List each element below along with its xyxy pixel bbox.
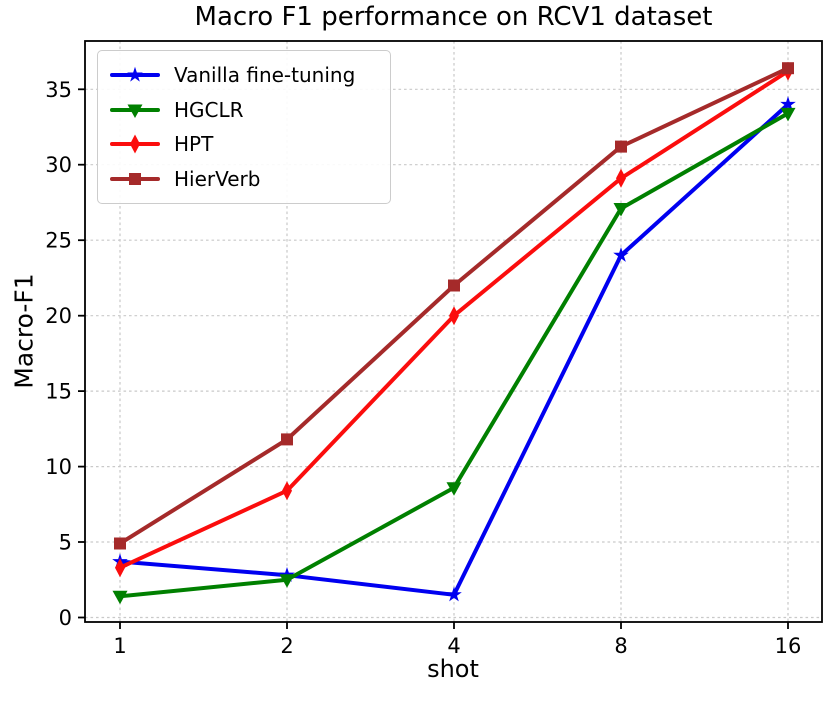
legend-item-hpt: HPT xyxy=(109,129,380,159)
hierverb-square-marker xyxy=(782,62,794,75)
square-marker xyxy=(129,172,141,185)
legend-item-hgclr: HGCLR xyxy=(109,95,380,125)
hpt-diamond-marker xyxy=(449,306,459,326)
hierverb-square-marker xyxy=(448,279,460,292)
y-tick-label: 35 xyxy=(45,78,72,102)
star-icon xyxy=(110,66,160,82)
vanilla-fine-tuning-star-marker xyxy=(446,586,462,602)
y-tick-label: 30 xyxy=(45,153,72,177)
square-icon xyxy=(110,172,160,185)
legend-label: Vanilla fine-tuning xyxy=(174,63,356,87)
y-tick-label: 5 xyxy=(59,531,72,555)
legend-item-vanilla-fine-tuning: Vanilla fine-tuning xyxy=(109,60,380,90)
y-tick-label: 20 xyxy=(45,304,72,328)
vanilla-fine-tuning-star-marker xyxy=(780,96,796,112)
legend-label: HGCLR xyxy=(174,97,244,122)
chart-title: Macro F1 performance on RCV1 dataset xyxy=(194,2,713,32)
hpt-diamond-marker xyxy=(616,168,626,188)
y-tick-label: 15 xyxy=(45,380,72,404)
hierverb-square-marker xyxy=(281,433,293,446)
legend-label: HierVerb xyxy=(174,166,261,191)
legend-label: HPT xyxy=(174,132,214,157)
x-axis-label: shot xyxy=(427,655,479,683)
y-tick-label: 0 xyxy=(59,606,72,630)
y-tick-label: 10 xyxy=(45,455,72,479)
hgclr-triangle-down-marker xyxy=(446,482,462,496)
x-tick-label: 4 xyxy=(447,634,460,658)
hgclr-triangle-down-marker xyxy=(780,107,796,122)
hgclr-triangle-down-marker xyxy=(613,203,629,217)
legend: Vanilla fine-tuning HGCLR HPT HierVerb xyxy=(97,50,391,204)
hpt-diamond-marker xyxy=(282,481,292,501)
hpt-diamond-marker xyxy=(115,558,125,578)
x-tick-label: 1 xyxy=(113,634,126,658)
diamond-marker xyxy=(130,134,140,154)
vanilla-fine-tuning-star-marker xyxy=(613,247,629,262)
y-tick-label: 25 xyxy=(45,229,72,253)
triangle-down-marker xyxy=(127,104,143,118)
x-tick-label: 2 xyxy=(280,634,293,658)
star-marker xyxy=(127,66,143,82)
triangle-down-icon xyxy=(110,104,160,118)
hierverb-square-marker xyxy=(114,537,126,550)
hierverb-square-marker xyxy=(615,140,627,153)
x-tick-label: 16 xyxy=(775,634,802,658)
hgclr-triangle-down-marker xyxy=(279,574,295,588)
legend-item-hierverb: HierVerb xyxy=(109,164,380,194)
x-tick-label: 8 xyxy=(614,634,627,658)
diamond-icon xyxy=(110,134,160,154)
hgclr-triangle-down-marker xyxy=(112,590,128,605)
